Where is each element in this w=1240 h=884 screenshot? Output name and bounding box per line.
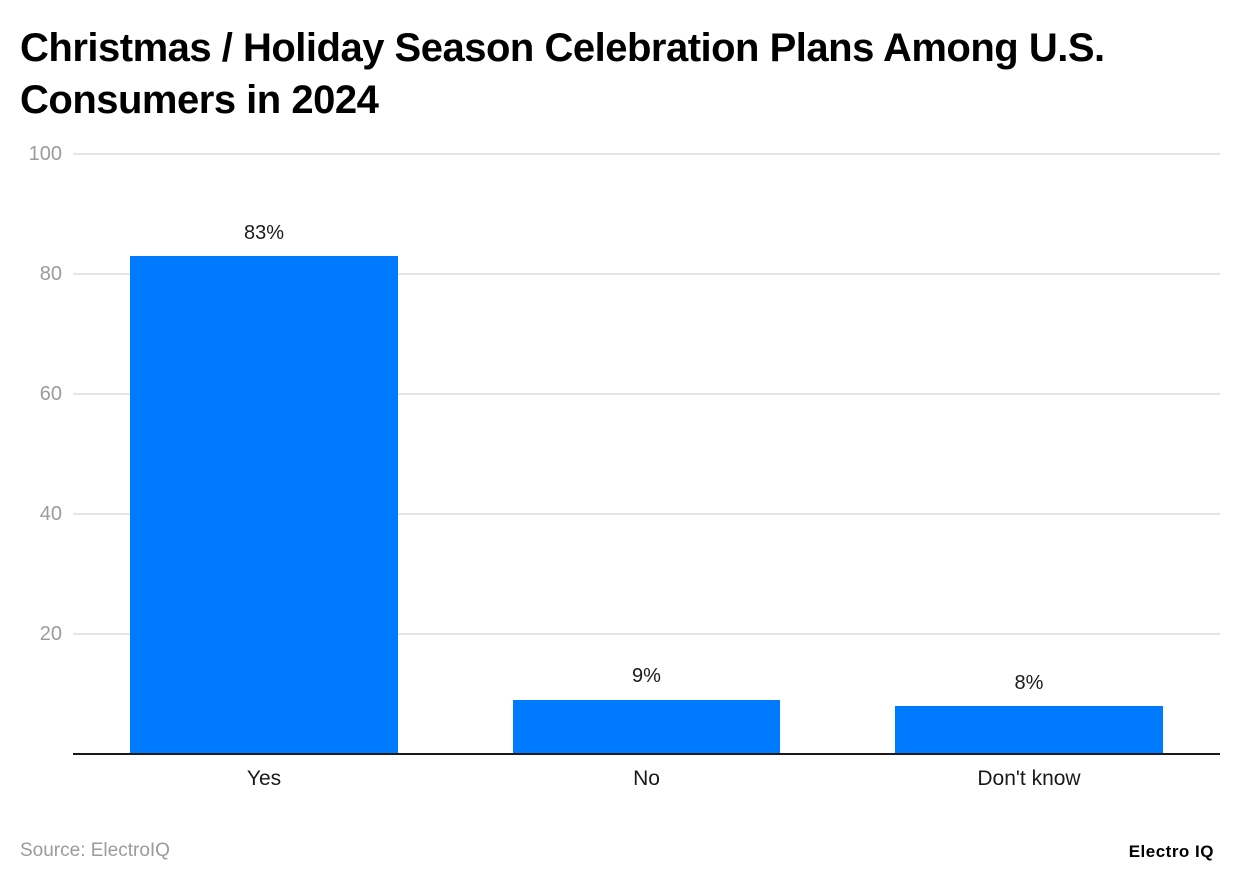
bar-value-label: 83% [243, 222, 285, 244]
bar-yes [130, 256, 398, 754]
x-axis-line [73, 753, 1220, 755]
y-tick-label: 40 [39, 503, 62, 525]
gridline-80 [73, 273, 1220, 275]
y-tick-label: 20 [39, 623, 62, 645]
x-tick-label: Yes [246, 767, 282, 790]
gridline-20 [73, 633, 1220, 635]
x-tick-label: No [633, 767, 660, 790]
bar-no [513, 700, 780, 754]
gridline-60 [73, 393, 1220, 395]
chart-title: Christmas / Holiday Season Celebration P… [20, 26, 1105, 122]
gridline-40 [73, 513, 1220, 515]
y-tick-label: 60 [39, 383, 62, 405]
bar-value-label: 9% [632, 665, 661, 687]
source-note: Source: ElectroIQ [20, 840, 170, 861]
y-tick-label: 100 [28, 143, 62, 165]
bar-value-label: 8% [1014, 672, 1044, 694]
y-tick-label: 80 [39, 263, 62, 285]
x-tick-label: Don't know [977, 767, 1081, 790]
gridline-100 [73, 153, 1220, 155]
brand-logo: Electro IQ [1128, 842, 1214, 861]
bar-dont-know [895, 706, 1163, 754]
